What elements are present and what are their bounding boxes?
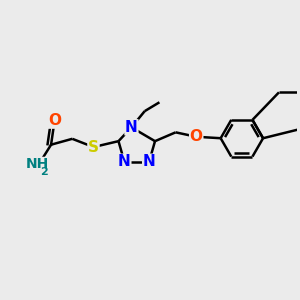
Text: O: O bbox=[190, 129, 203, 144]
Text: O: O bbox=[48, 113, 61, 128]
Text: S: S bbox=[88, 140, 99, 154]
Text: N: N bbox=[125, 120, 138, 135]
Text: N: N bbox=[143, 154, 155, 169]
Text: 2: 2 bbox=[40, 167, 48, 177]
Text: NH: NH bbox=[26, 158, 50, 171]
Text: N: N bbox=[118, 154, 131, 169]
